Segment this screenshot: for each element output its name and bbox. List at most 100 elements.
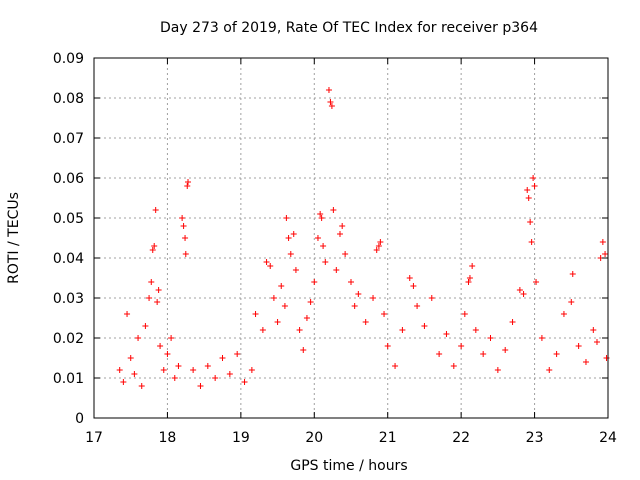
data-point: [300, 347, 307, 353]
x-axis-label: GPS time / hours: [290, 458, 407, 474]
data-point: [421, 323, 428, 329]
data-point: [124, 311, 131, 317]
data-point: [525, 195, 532, 201]
data-point: [148, 279, 155, 285]
data-point: [342, 251, 349, 257]
data-point: [469, 263, 476, 269]
data-point: [348, 279, 354, 285]
data-point: [320, 243, 327, 249]
y-tick-label: 0.02: [53, 331, 84, 347]
data-point: [406, 275, 413, 281]
data-point: [322, 259, 329, 265]
data-point: [530, 175, 537, 181]
data-point: [599, 239, 606, 245]
data-point: [553, 351, 560, 357]
data-point: [362, 319, 369, 325]
data-point: [465, 279, 472, 285]
data-point: [283, 215, 290, 221]
data-point: [219, 355, 226, 361]
data-point: [509, 319, 516, 325]
data-point: [593, 339, 600, 345]
data-point: [392, 363, 399, 369]
x-tick-label: 21: [379, 430, 397, 446]
data-point: [428, 295, 435, 301]
data-point: [520, 291, 527, 297]
data-point: [252, 311, 259, 317]
y-axis-ticks: 0 0.01 0.02 0.03 0.04 0.05 0.06 0.07 0.08 0.09: [53, 51, 608, 427]
data-point: [149, 247, 156, 253]
data-point: [336, 231, 343, 237]
data-point: [155, 287, 162, 293]
data-point: [590, 327, 597, 333]
data-point: [314, 235, 321, 241]
data-point: [127, 355, 134, 361]
data-point: [168, 335, 175, 341]
data-point: [333, 267, 340, 273]
data-point: [516, 287, 523, 293]
data-point: [528, 239, 535, 245]
data-point: [182, 251, 189, 257]
data-point: [375, 243, 382, 249]
data-point: [142, 323, 149, 329]
data-point: [135, 335, 142, 341]
data-point: [370, 295, 377, 301]
data-point: [278, 283, 285, 289]
data-point: [487, 335, 494, 341]
data-point: [327, 99, 334, 105]
data-point: [175, 363, 182, 369]
data-point: [152, 207, 159, 213]
x-tick-label: 20: [305, 430, 323, 446]
data-point: [461, 311, 468, 317]
data-point: [318, 215, 325, 221]
data-point: [151, 243, 158, 249]
data-point: [414, 303, 421, 309]
data-point: [443, 331, 450, 337]
data-point: [381, 311, 388, 317]
data-point: [160, 367, 167, 373]
data-point: [450, 363, 457, 369]
data-point: [234, 351, 241, 357]
data-point: [263, 259, 270, 265]
data-point: [351, 303, 358, 309]
data-point: [524, 187, 531, 193]
data-point: [157, 343, 164, 349]
data-point: [204, 363, 211, 369]
data-point: [138, 383, 145, 389]
data-point: [182, 235, 189, 241]
data-point: [241, 379, 248, 385]
plot-frame: [93, 57, 609, 419]
data-point: [533, 279, 540, 285]
data-point: [154, 299, 161, 305]
x-tick-label: 22: [452, 430, 470, 446]
data-point: [274, 319, 281, 325]
y-tick-label: 0.03: [53, 291, 84, 307]
data-points: [116, 87, 610, 389]
data-point: [248, 367, 255, 373]
chart-title: Day 273 of 2019, Rate Of TEC Index for r…: [160, 20, 538, 36]
data-point: [538, 335, 545, 341]
data-point: [436, 351, 443, 357]
data-point: [120, 379, 127, 385]
data-point: [494, 367, 501, 373]
data-point: [531, 183, 538, 189]
data-point: [466, 275, 473, 281]
data-point: [190, 367, 197, 373]
data-point: [472, 327, 479, 333]
data-point: [270, 295, 277, 301]
data-point: [546, 367, 553, 373]
data-point: [410, 283, 417, 289]
data-point: [602, 251, 609, 257]
data-point: [307, 299, 314, 305]
data-point: [502, 347, 509, 353]
data-point: [146, 295, 153, 301]
y-tick-label: 0.08: [53, 91, 84, 107]
data-point: [303, 315, 310, 321]
data-point: [325, 87, 332, 93]
data-point: [373, 247, 380, 253]
x-tick-label: 17: [85, 430, 103, 446]
data-point: [131, 371, 138, 377]
y-tick-label: 0.04: [53, 251, 84, 267]
data-point: [527, 219, 534, 225]
data-point: [384, 343, 391, 349]
